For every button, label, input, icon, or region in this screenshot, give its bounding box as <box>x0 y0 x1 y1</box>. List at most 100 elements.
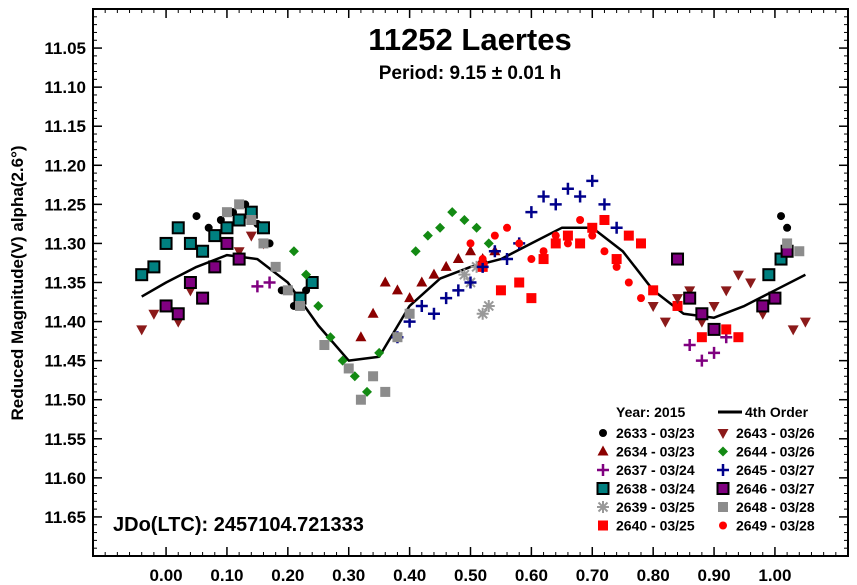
data-point <box>319 340 330 351</box>
legend-marker <box>718 502 728 512</box>
data-point <box>447 207 458 218</box>
data-point <box>246 214 257 225</box>
legend-marker <box>719 521 727 530</box>
legend-marker <box>717 464 729 476</box>
data-point <box>452 284 465 297</box>
data-point <box>768 291 782 305</box>
x-tick-label: 0.20 <box>271 566 304 585</box>
data-point <box>672 300 683 311</box>
data-point <box>415 299 428 312</box>
data-point <box>526 293 537 304</box>
x-tick-label: 0.80 <box>637 566 670 585</box>
legend-marker <box>717 429 729 439</box>
data-point <box>527 255 536 264</box>
legend-label: 2646 - 03/27 <box>736 481 815 497</box>
data-point <box>435 222 446 233</box>
data-point <box>610 221 623 234</box>
legend-label: 2640 - 03/25 <box>616 518 695 534</box>
legend-label: 2638 - 03/24 <box>616 481 695 497</box>
data-point <box>720 286 732 297</box>
data-point <box>745 278 757 289</box>
data-point <box>538 254 549 265</box>
legend-items: 2633 - 03/23 2634 - 03/23 2637 - 03/24 2638… <box>596 425 815 534</box>
data-point <box>561 182 574 195</box>
data-point <box>514 277 525 288</box>
legend-label: 2633 - 03/23 <box>616 425 695 441</box>
data-point <box>471 222 482 233</box>
legend-label: 2639 - 03/25 <box>616 499 695 515</box>
fit-curve <box>141 226 806 362</box>
data-point <box>183 276 197 289</box>
series-2640 <box>477 214 744 343</box>
data-point <box>470 260 483 273</box>
data-point <box>733 332 744 343</box>
data-point <box>452 253 464 264</box>
y-tick-label: 11.30 <box>44 234 86 253</box>
y-tick-label: 11.65 <box>44 508 86 527</box>
legend-label: 2643 - 03/26 <box>736 425 815 441</box>
data-point <box>465 245 476 256</box>
y-tick-label: 11.15 <box>44 117 86 136</box>
y-tick-label: 11.45 <box>44 352 86 371</box>
data-point <box>256 221 270 235</box>
data-point <box>495 285 506 296</box>
data-point <box>305 276 319 289</box>
legend-marker <box>598 520 608 531</box>
data-point <box>147 260 161 274</box>
data-point <box>563 239 572 248</box>
data-point <box>762 268 776 282</box>
y-tick-label: 11.35 <box>44 274 86 293</box>
x-tick-label: 0.60 <box>515 566 548 585</box>
data-point <box>756 299 770 313</box>
data-point <box>794 246 805 257</box>
data-point <box>233 247 245 258</box>
data-point <box>404 308 415 319</box>
y-tick-label: 11.20 <box>44 156 86 175</box>
data-point <box>208 260 222 274</box>
data-point <box>282 285 293 296</box>
legend-label: 2637 - 03/24 <box>616 462 695 478</box>
data-point <box>708 301 720 312</box>
data-point <box>707 322 721 336</box>
data-point <box>659 317 671 328</box>
x-tick-label: 0.70 <box>576 566 609 585</box>
data-point <box>576 215 585 224</box>
data-point <box>361 386 372 397</box>
x-tick-label: 0.40 <box>393 566 426 585</box>
y-tick-label: 11.50 <box>44 391 86 410</box>
data-point <box>263 276 276 289</box>
data-point <box>515 239 524 248</box>
data-point <box>551 231 560 240</box>
y-tick-label: 11.40 <box>44 313 86 332</box>
data-point <box>416 276 428 287</box>
data-point <box>313 300 324 311</box>
data-point <box>192 212 201 221</box>
data-point <box>232 213 246 227</box>
legend-marker <box>597 501 609 513</box>
data-point <box>671 252 685 266</box>
x-tick-label: 1.00 <box>758 566 791 585</box>
data-point <box>196 244 210 258</box>
legend-marker <box>597 464 609 476</box>
data-point <box>611 254 622 265</box>
data-point <box>708 346 721 359</box>
data-point <box>258 238 269 249</box>
legend-label: 2648 - 03/28 <box>736 499 815 515</box>
data-point <box>343 363 354 374</box>
data-point <box>245 231 257 242</box>
data-point <box>478 255 487 264</box>
data-point <box>501 253 514 266</box>
y-tick-label: 11.25 <box>44 195 86 214</box>
data-point <box>374 347 385 358</box>
data-point <box>612 262 621 271</box>
data-point <box>683 291 697 305</box>
y-tick-label: 11.05 <box>44 39 86 58</box>
data-point <box>503 223 512 232</box>
data-point <box>490 231 499 240</box>
data-point <box>695 307 709 321</box>
data-point <box>586 174 599 187</box>
data-point <box>588 231 597 240</box>
data-point <box>427 307 440 320</box>
data-point <box>380 386 391 397</box>
series-2649 <box>466 215 645 303</box>
